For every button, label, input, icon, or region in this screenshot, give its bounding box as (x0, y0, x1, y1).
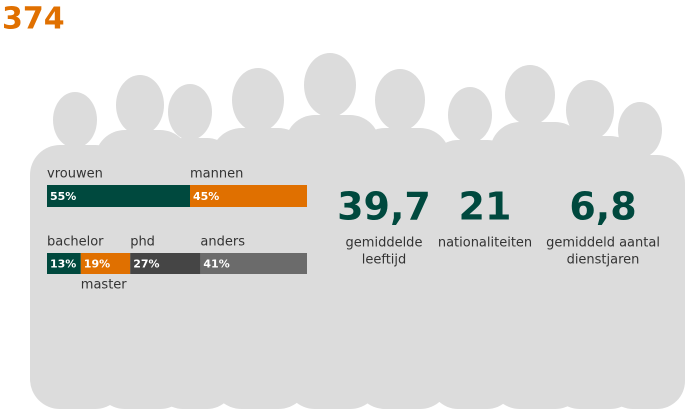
segment-value: 41% (203, 258, 229, 271)
bar-segment (47, 253, 81, 274)
stat-label: leeftijd (362, 253, 407, 268)
headline: 374 (2, 2, 65, 37)
stat-label: nationaliteiten (438, 236, 532, 251)
stat-value: 21 (459, 185, 512, 229)
bar-segment (47, 185, 190, 207)
segment-name: vrouwen (47, 167, 103, 182)
stat-label: gemiddeld aantal (546, 236, 660, 251)
segment-value: 55% (50, 190, 76, 203)
segment-name: mannen (190, 167, 243, 182)
segment-name: phd (130, 235, 155, 250)
bar-segment (130, 253, 201, 274)
segment-value: 45% (193, 190, 219, 203)
bar-segment (200, 253, 307, 274)
segment-value: 19% (84, 258, 110, 271)
segment-value: 13% (50, 258, 76, 271)
segment-name: anders (200, 235, 245, 250)
segment-name: master (81, 278, 127, 293)
stat-value: 6,8 (569, 185, 636, 229)
stat-label: dienstjaren (567, 253, 640, 268)
stat-value: 39,7 (337, 185, 431, 229)
segment-value: 27% (133, 258, 159, 271)
bar-segment (190, 185, 307, 207)
crowd-silhouette (30, 53, 685, 409)
stat-label: gemiddelde (346, 236, 423, 251)
segment-name: bachelor (47, 235, 104, 250)
bar-segment (80, 253, 131, 274)
